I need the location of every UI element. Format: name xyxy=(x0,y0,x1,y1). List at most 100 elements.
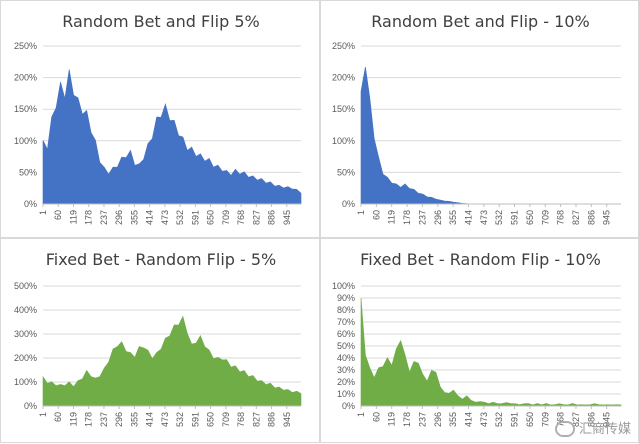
chart-panel-4: Fixed Bet - Random Flip - 10% 0% 10% 20% 30%… xyxy=(320,238,639,443)
y-tick-label: 300% xyxy=(14,329,37,339)
x-tick-label: 355 xyxy=(129,210,139,225)
y-tick-label: 40% xyxy=(337,353,355,363)
x-tick-label: 650 xyxy=(206,210,216,225)
chart-title: Random Bet and Flip - 10% xyxy=(371,12,589,31)
y-tick-label: 100% xyxy=(14,136,37,146)
y-tick-label: 30% xyxy=(337,365,355,375)
y-tick-label: 500% xyxy=(14,281,37,291)
chart-panel-3: Fixed Bet - Random Flip - 5% 0% 100% 200% 30… xyxy=(0,238,320,443)
x-tick-label: 827 xyxy=(251,412,261,427)
x-tick-label: 532 xyxy=(494,412,504,427)
x-tick-label: 709 xyxy=(221,210,231,225)
chart-svg-2: Random Bet and Flip - 10% 0% 50% 100% 150% 20… xyxy=(332,12,621,225)
y-tick-label: 20% xyxy=(337,377,355,387)
x-tick-label: 237 xyxy=(417,210,427,225)
y-tick-label: 90% xyxy=(337,293,355,303)
x-tick-label: 60 xyxy=(371,210,381,220)
y-tick-label: 100% xyxy=(332,136,355,146)
x-tick-label: 827 xyxy=(571,210,581,225)
x-tick-label: 1 xyxy=(38,412,48,417)
y-tick-label: 0% xyxy=(342,401,355,411)
x-tick-label: 1 xyxy=(356,210,366,215)
x-tick-label: 768 xyxy=(236,412,246,427)
y-tick-label: 0% xyxy=(24,199,37,209)
x-tick-label: 591 xyxy=(190,210,200,225)
x-tick-label: 532 xyxy=(175,412,185,427)
x-tick-label: 945 xyxy=(282,210,292,225)
y-tick-label: 100% xyxy=(332,281,355,291)
chart-svg-3: Fixed Bet - Random Flip - 5% 0% 100% 200% 30… xyxy=(14,250,302,427)
x-tick-label: 473 xyxy=(479,210,489,225)
x-tick-label: 532 xyxy=(494,210,504,225)
x-tick-label: 60 xyxy=(53,412,63,422)
area-series xyxy=(42,315,302,407)
x-tick-label: 768 xyxy=(556,412,566,427)
x-tick-label: 473 xyxy=(479,412,489,427)
y-tick-label: 50% xyxy=(19,167,37,177)
chart-svg-1: Random Bet and Flip 5% 0% 50% 100% 150% 200% 2… xyxy=(14,12,302,225)
x-tick-label: 296 xyxy=(114,210,124,225)
x-tick-label: 119 xyxy=(387,412,397,426)
x-tick-label: 355 xyxy=(129,412,139,427)
area-series xyxy=(360,66,621,205)
x-tick-label: 1 xyxy=(38,210,48,215)
y-tick-label: 200% xyxy=(14,353,37,363)
x-tick-label: 237 xyxy=(417,412,427,427)
x-tick-label: 237 xyxy=(99,210,109,225)
y-tick-label: 150% xyxy=(14,104,37,114)
x-tick-label: 178 xyxy=(402,412,412,427)
x-tick-label: 886 xyxy=(586,210,596,225)
x-tick-label: 945 xyxy=(602,412,612,427)
x-tick-label: 1 xyxy=(356,412,366,417)
watermark-text: 汇商传媒 xyxy=(578,421,631,437)
x-tick-label: 119 xyxy=(387,210,397,224)
x-tick-label: 296 xyxy=(433,210,443,225)
x-tick-label: 178 xyxy=(84,412,94,427)
x-tick-label: 768 xyxy=(556,210,566,225)
y-tick-label: 50% xyxy=(337,341,355,351)
x-tick-label: 237 xyxy=(99,412,109,427)
y-tick-label: 50% xyxy=(337,167,355,177)
area-series xyxy=(360,297,622,407)
x-tick-label: 709 xyxy=(540,210,550,225)
x-tick-label: 355 xyxy=(448,210,458,225)
x-tick-label: 414 xyxy=(145,210,155,225)
x-tick-label: 591 xyxy=(510,210,520,225)
x-tick-label: 473 xyxy=(160,412,170,427)
y-tick-label: 400% xyxy=(14,305,37,315)
x-tick-label: 650 xyxy=(206,412,216,427)
y-tick-label: 200% xyxy=(14,73,37,83)
x-tick-label: 473 xyxy=(160,210,170,225)
chart-title: Fixed Bet - Random Flip - 10% xyxy=(360,250,601,269)
watermark: 汇商传媒 xyxy=(554,418,631,437)
x-tick-label: 119 xyxy=(68,412,78,426)
chart-panel-2: Random Bet and Flip - 10% 0% 50% 100% 150% 20… xyxy=(320,0,639,238)
x-tick-label: 532 xyxy=(175,210,185,225)
y-tick-label: 0% xyxy=(24,401,37,411)
x-tick-label: 178 xyxy=(84,210,94,225)
y-tick-label: 100% xyxy=(14,377,37,387)
x-tick-label: 709 xyxy=(221,412,231,427)
chart-title: Random Bet and Flip 5% xyxy=(62,12,259,31)
area-series xyxy=(42,69,302,205)
y-tick-label: 60% xyxy=(337,329,355,339)
y-tick-label: 250% xyxy=(332,41,355,51)
x-tick-label: 178 xyxy=(402,210,412,225)
y-tick-label: 70% xyxy=(337,317,355,327)
x-tick-label: 119 xyxy=(68,210,78,224)
x-tick-label: 827 xyxy=(251,210,261,225)
x-tick-label: 827 xyxy=(571,412,581,427)
x-tick-label: 414 xyxy=(463,210,473,225)
x-tick-label: 768 xyxy=(236,210,246,225)
x-tick-label: 296 xyxy=(433,412,443,427)
x-tick-label: 709 xyxy=(540,412,550,427)
x-tick-label: 886 xyxy=(267,412,277,427)
y-tick-label: 0% xyxy=(342,199,355,209)
x-tick-label: 886 xyxy=(267,210,277,225)
chart-panel-1: Random Bet and Flip 5% 0% 50% 100% 150% 200% 2… xyxy=(0,0,320,238)
wechat-icon xyxy=(554,421,575,437)
y-tick-label: 250% xyxy=(14,41,37,51)
y-tick-label: 80% xyxy=(337,305,355,315)
x-tick-label: 60 xyxy=(53,210,63,220)
x-tick-label: 60 xyxy=(371,412,381,422)
